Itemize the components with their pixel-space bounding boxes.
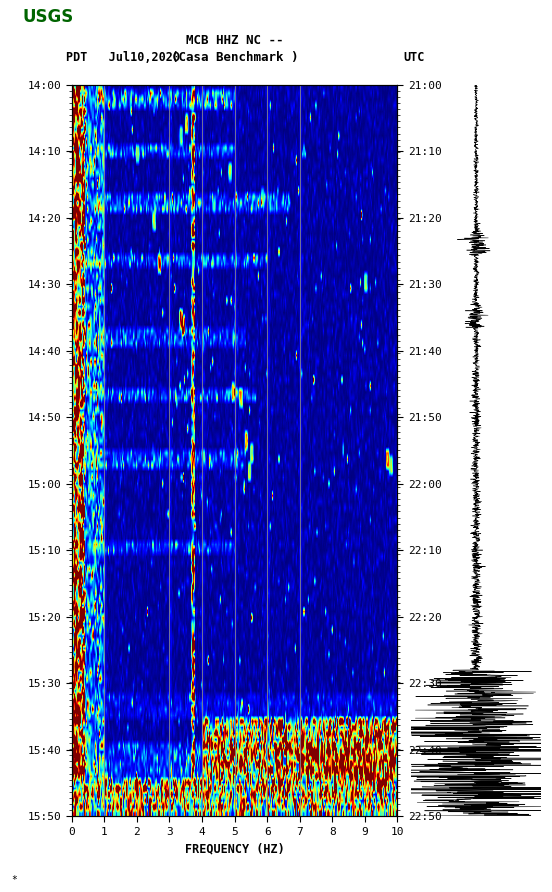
X-axis label: FREQUENCY (HZ): FREQUENCY (HZ) (185, 842, 284, 855)
Text: *: * (11, 875, 17, 885)
Text: UTC: UTC (403, 52, 424, 64)
Text: PDT   Jul10,2020: PDT Jul10,2020 (66, 52, 181, 64)
Text: MCB HHZ NC --: MCB HHZ NC -- (186, 34, 283, 46)
Text: (Casa Benchmark ): (Casa Benchmark ) (171, 52, 298, 64)
Text: USGS: USGS (22, 8, 73, 26)
